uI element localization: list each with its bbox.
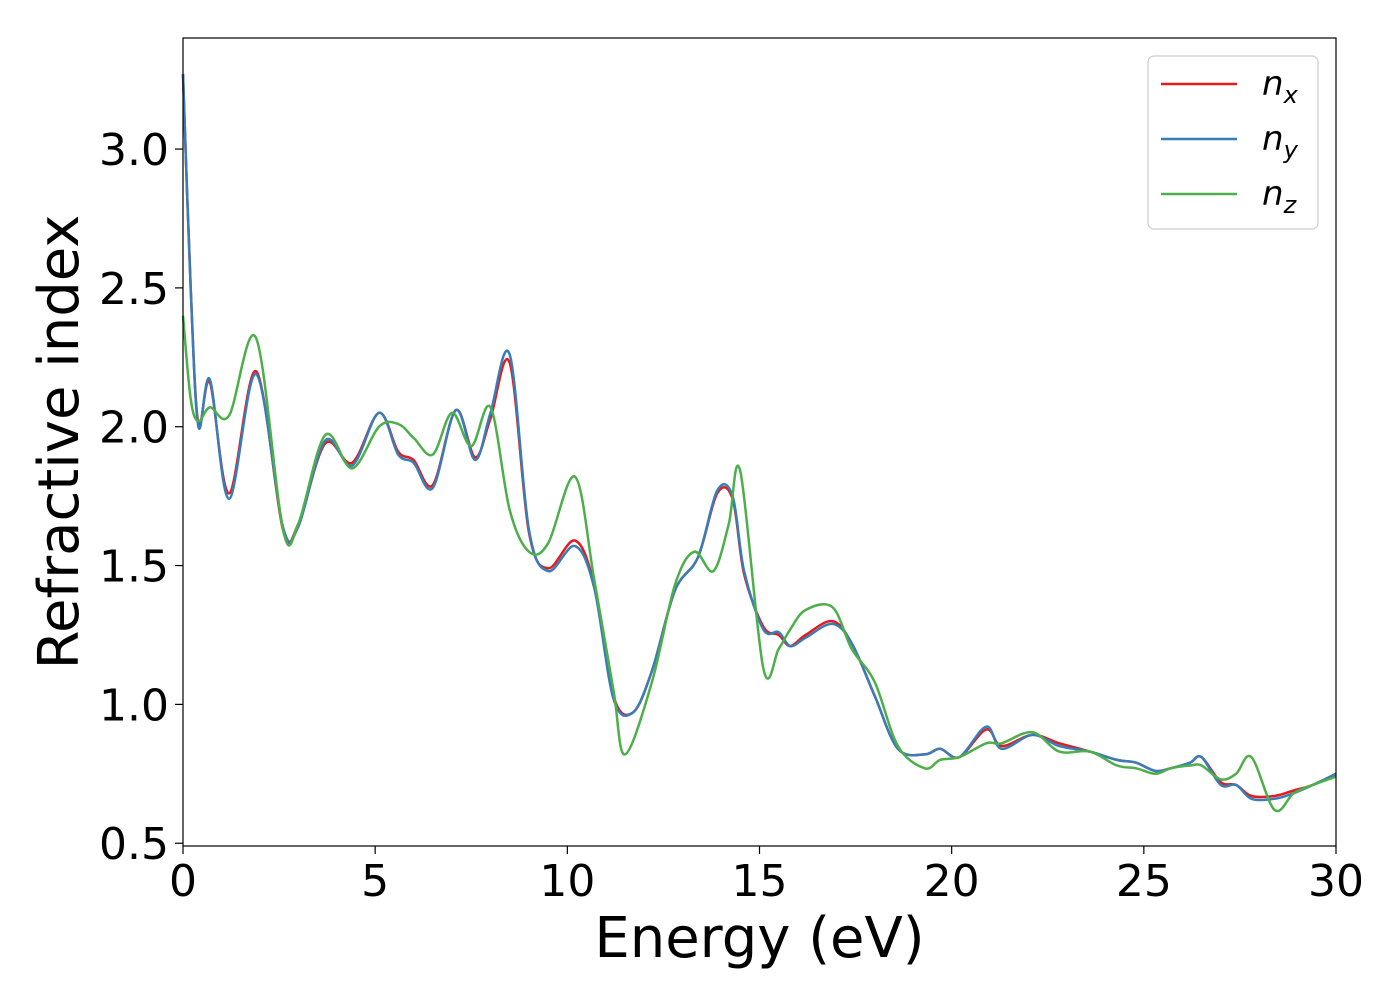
legend-label-nx: nx [1262, 64, 1299, 109]
x-axis-ticks: 0 5 10 15 20 25 30 [169, 846, 1364, 907]
y-tick-label: 2.5 [99, 264, 169, 315]
series-line-nz [181, 315, 1337, 813]
x-tick-label: 25 [1116, 856, 1172, 907]
legend-label-ny: ny [1262, 119, 1299, 164]
y-tick-label: 0.5 [99, 819, 169, 870]
y-axis-ticks: 0.5 1.0 1.5 2.0 2.5 3.0 [99, 125, 183, 870]
x-tick-label: 20 [924, 856, 980, 907]
series-line-ny [181, 74, 1337, 802]
x-tick-label: 10 [539, 856, 595, 907]
legend-label-nz: nz [1262, 174, 1298, 219]
y-tick-label: 2.0 [99, 403, 169, 454]
series-group [181, 74, 1337, 813]
x-axis-label: Energy (eV) [594, 906, 924, 971]
x-tick-label: 30 [1308, 856, 1364, 907]
legend: nx ny nz [1147, 55, 1319, 230]
y-tick-label: 1.5 [99, 542, 169, 593]
x-tick-label: 15 [732, 856, 788, 907]
y-tick-label: 3.0 [99, 125, 169, 176]
x-tick-label: 0 [169, 856, 197, 907]
y-axis-label: Refractive index [27, 215, 92, 670]
legend-box [1147, 55, 1319, 230]
y-tick-label: 1.0 [99, 680, 169, 731]
x-tick-label: 5 [361, 856, 389, 907]
